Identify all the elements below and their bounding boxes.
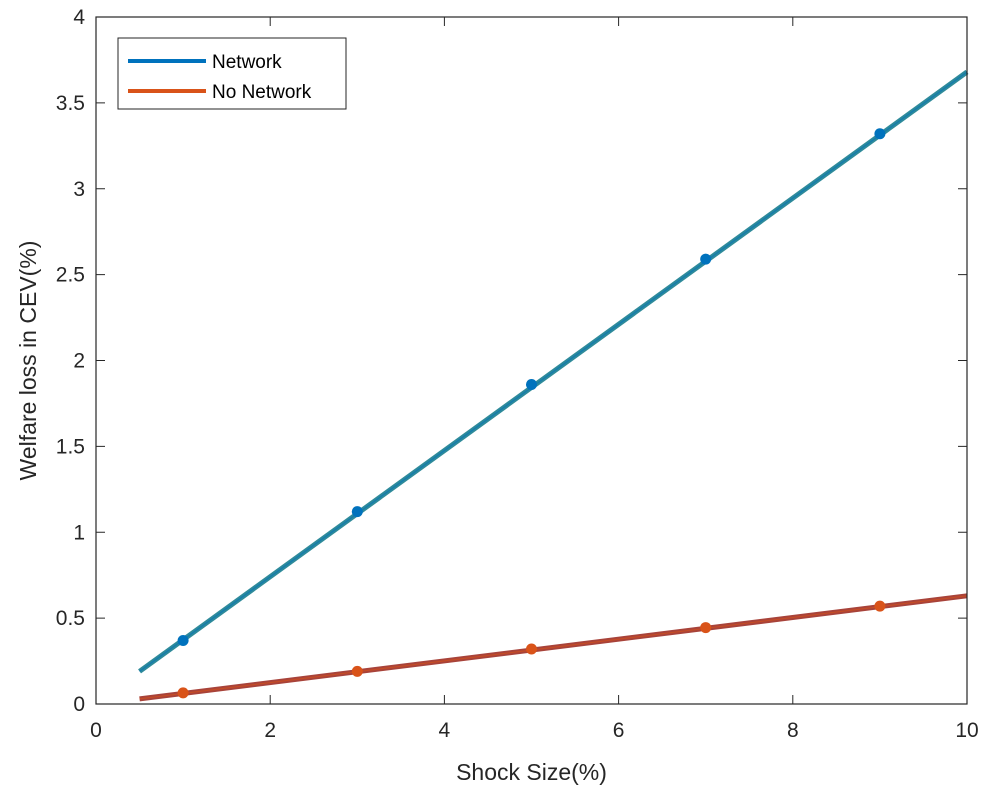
legend-box bbox=[117, 37, 347, 110]
series-point-no-network-3 bbox=[700, 622, 712, 634]
series-point-network-2 bbox=[526, 379, 537, 391]
y-axis-title: Welfare loss in CEV(%) bbox=[15, 241, 41, 481]
x-axis-title: Shock Size(%) bbox=[456, 759, 607, 785]
x-tick-label-2: 4 bbox=[439, 719, 451, 742]
series-point-network-4 bbox=[874, 128, 886, 140]
x-tick-label-0: 0 bbox=[90, 719, 102, 742]
y-tick-label-4: 2 bbox=[73, 350, 85, 373]
x-tick-label-3: 6 bbox=[613, 719, 625, 742]
axis-tick-labels: 0 2 4 6 8 10 0 0.5 1 1.5 2 2.5 3 3.5 4 bbox=[56, 6, 979, 742]
series-point-no-network-0 bbox=[177, 687, 189, 699]
y-tick-label-0: 0 bbox=[73, 693, 85, 716]
series-point-network-0 bbox=[177, 634, 189, 646]
axis-ticks bbox=[95, 16, 968, 705]
plot-frame bbox=[95, 16, 968, 705]
legend-label-no-network: No Network bbox=[212, 82, 312, 103]
x-tick-label-1: 2 bbox=[264, 719, 276, 742]
series-point-no-network-1 bbox=[351, 665, 363, 677]
y-tick-label-3: 1.5 bbox=[56, 435, 85, 458]
plot-points bbox=[177, 128, 886, 699]
x-tick-label-5: 10 bbox=[955, 719, 978, 742]
y-tick-label-1: 0.5 bbox=[56, 607, 85, 630]
series-point-network-1 bbox=[351, 506, 363, 518]
legend-label-network: Network bbox=[212, 52, 282, 73]
plot-lines bbox=[138, 69, 969, 702]
x-tick-label-4: 8 bbox=[787, 719, 799, 742]
y-tick-label-7: 3.5 bbox=[56, 92, 85, 115]
series-line-highlight-no-network bbox=[139, 595, 968, 700]
series-point-network-3 bbox=[700, 253, 712, 265]
series-line-highlight-network bbox=[139, 71, 968, 672]
y-tick-label-5: 2.5 bbox=[56, 264, 85, 287]
series-point-no-network-4 bbox=[874, 600, 886, 612]
y-tick-label-2: 1 bbox=[73, 521, 85, 544]
legend: Network No Network bbox=[117, 37, 347, 110]
y-tick-label-8: 4 bbox=[73, 6, 85, 29]
series-point-no-network-2 bbox=[526, 643, 537, 655]
y-tick-label-6: 3 bbox=[73, 178, 85, 201]
